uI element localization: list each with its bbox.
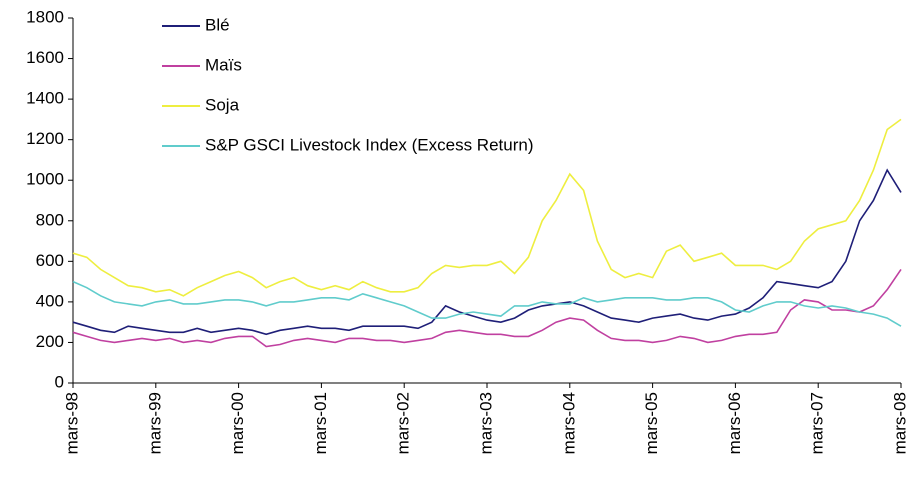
x-tick-label: mars-00 (228, 392, 247, 454)
y-tick-label: 400 (36, 291, 64, 310)
y-tick-label: 0 (55, 372, 64, 391)
y-tick-label: 1200 (26, 129, 64, 148)
legend-label: Blé (205, 15, 230, 34)
y-tick-label: 1800 (26, 7, 64, 26)
x-tick-label: mars-07 (808, 392, 827, 454)
x-tick-label: mars-03 (476, 392, 495, 454)
y-tick-label: 1600 (26, 48, 64, 67)
legend-label: S&P GSCI Livestock Index (Excess Return) (205, 135, 533, 154)
x-tick-label: mars-06 (725, 392, 744, 454)
y-tick-label: 1400 (26, 89, 64, 108)
legend-label: Maïs (205, 55, 242, 74)
x-tick-label: mars-01 (311, 392, 330, 454)
x-tick-label: mars-04 (559, 392, 578, 454)
series-line (72, 280, 902, 327)
series-line (72, 268, 902, 348)
y-tick-label: 600 (36, 251, 64, 270)
x-tick-label: mars-98 (62, 392, 81, 454)
y-tick-label: 1000 (26, 170, 64, 189)
x-tick-label: mars-99 (145, 392, 164, 454)
y-tick-label: 800 (36, 210, 64, 229)
y-tick-label: 200 (36, 332, 64, 351)
legend-label: Soja (205, 95, 240, 114)
x-tick-label: mars-08 (890, 392, 909, 454)
x-tick-label: mars-02 (394, 392, 413, 454)
series-line (72, 118, 902, 297)
x-tick-label: mars-05 (642, 392, 661, 454)
series-line (72, 168, 902, 336)
